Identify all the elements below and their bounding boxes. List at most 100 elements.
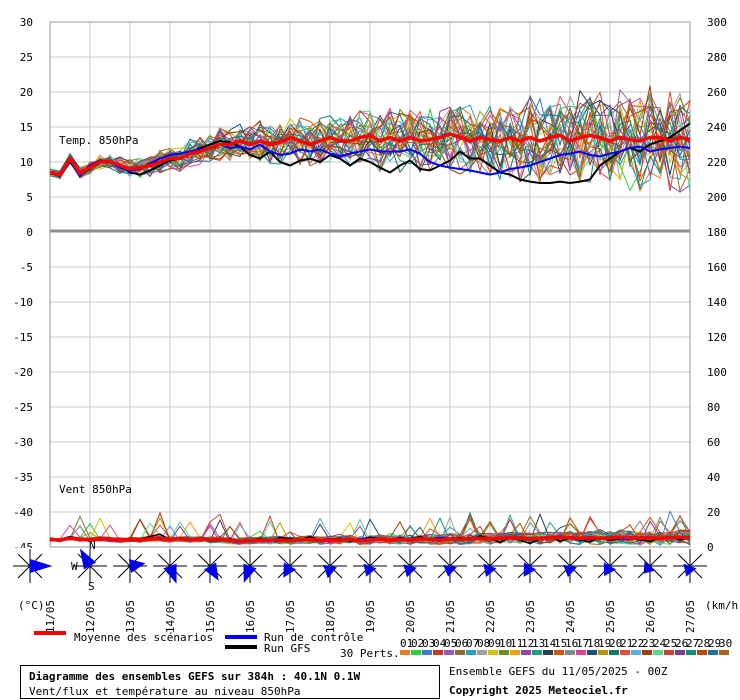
legend-control-swatch	[225, 635, 257, 639]
left-tick-label: 0	[26, 226, 33, 239]
perturbation-swatch	[521, 650, 531, 655]
temperature-panel-label: Temp. 850hPa	[59, 134, 138, 147]
left-tick-label: 25	[20, 51, 33, 64]
compass-spoke	[569, 553, 583, 567]
perturbation-id: 06	[455, 637, 468, 650]
compass-spoke	[197, 553, 211, 567]
right-tick-label: 140	[707, 296, 727, 309]
x-tick-label: 19/05	[364, 600, 377, 633]
right-tick-label: 280	[707, 51, 727, 64]
perturbation-swatch	[719, 650, 729, 655]
wind-rose-petal	[363, 563, 377, 577]
right-tick-label: 40	[707, 471, 720, 484]
right-tick-label: 60	[707, 436, 720, 449]
legend-mean-label: Moyenne des scénarios	[74, 631, 214, 644]
compass-spoke	[597, 553, 611, 567]
perturbation-swatch	[532, 650, 542, 655]
legend-gfs-label: Run GFS	[264, 642, 311, 655]
perturbation-id: 16	[565, 637, 578, 650]
right-tick-label: 0	[707, 541, 714, 554]
compass-spoke	[277, 553, 291, 567]
compass-spoke	[557, 553, 571, 567]
wind-mean-line	[49, 535, 691, 543]
wind-rose-petal	[283, 562, 297, 578]
compass-spoke	[117, 565, 131, 579]
x-tick-label: 24/05	[564, 600, 577, 633]
right-tick-label: 120	[707, 331, 727, 344]
wind-rose-petal	[128, 559, 146, 573]
wind-rose-petal	[643, 561, 656, 574]
x-tick-label: 25/05	[604, 600, 617, 633]
x-tick-label: 16/05	[244, 600, 257, 633]
perturbation-swatch	[499, 650, 509, 655]
right-tick-label: 100	[707, 366, 727, 379]
perturbation-swatch	[510, 650, 520, 655]
right-tick-label: 240	[707, 121, 727, 134]
compass-spoke	[17, 553, 31, 567]
perturbation-swatch	[609, 650, 619, 655]
perturbation-swatch	[631, 650, 641, 655]
temperature-mean-line	[49, 132, 691, 177]
perturbation-id: 30	[719, 637, 732, 650]
compass-spoke	[209, 553, 223, 567]
compass-spoke	[637, 553, 651, 567]
wind-gfs-line	[49, 533, 691, 545]
right-tick-label: 160	[707, 261, 727, 274]
left-tick-label: 5	[26, 191, 33, 204]
perturbation-id: 05	[444, 637, 457, 650]
left-tick-label: 20	[20, 86, 33, 99]
perturbation-id: 25	[664, 637, 677, 650]
right-tick-label: 80	[707, 401, 720, 414]
perturbation-id: 12	[521, 637, 534, 650]
wind-rose-petal	[563, 564, 577, 578]
x-tick-label: 13/05	[124, 600, 137, 633]
perturbation-swatch	[554, 650, 564, 655]
right-tick-label: 300	[707, 16, 727, 29]
perturbation-id: 17	[576, 637, 589, 650]
right-tick-label: 260	[707, 86, 727, 99]
perturbation-swatch	[642, 650, 652, 655]
compass-s: S	[88, 580, 95, 593]
compass-spoke	[77, 565, 91, 579]
left-tick-label: -5	[20, 261, 33, 274]
compass-spoke	[237, 553, 251, 567]
legend-perts-label: 30 Perts.	[340, 647, 400, 660]
right-tick-label: 20	[707, 506, 720, 519]
right-tick-label: 200	[707, 191, 727, 204]
perturbation-swatch	[576, 650, 586, 655]
compass-spoke	[489, 553, 503, 567]
perturbation-swatch	[477, 650, 487, 655]
perturbation-swatch	[488, 650, 498, 655]
perturbation-id: 07	[466, 637, 479, 650]
copyright: Copyright 2025 Meteociel.fr	[449, 684, 628, 697]
perturbation-swatch	[598, 650, 608, 655]
wind-rose-petal	[483, 563, 497, 577]
footer-subtitle: Vent/flux et température au niveau 850hP…	[29, 685, 301, 698]
wind-rose-petal	[30, 559, 53, 573]
x-tick-label: 12/05	[84, 600, 97, 633]
compass-spoke	[609, 553, 623, 567]
wind-rose-petal	[163, 563, 177, 584]
compass-spoke	[477, 553, 491, 567]
compass-spoke	[437, 553, 451, 567]
left-tick-label: -35	[13, 471, 33, 484]
perturbation-swatch	[653, 650, 663, 655]
perturbation-swatch	[444, 650, 454, 655]
left-tick-label: -10	[13, 296, 33, 309]
grid	[49, 21, 691, 548]
compass-spoke	[397, 553, 411, 567]
compass-spoke	[677, 553, 691, 567]
left-tick-label: 30	[20, 16, 33, 29]
right-unit: (km/h)	[705, 599, 740, 612]
perturbation-id: 27	[686, 637, 699, 650]
compass-spoke	[409, 553, 423, 567]
wind-rose-petal	[323, 564, 337, 579]
perturbation-id: 18	[587, 637, 600, 650]
compass-spoke	[289, 553, 303, 567]
perturbation-id: 11	[510, 637, 523, 650]
perturbation-swatch	[620, 650, 630, 655]
left-tick-label: -40	[13, 506, 33, 519]
right-tick-label: 220	[707, 156, 727, 169]
x-tick-label: 27/05	[684, 600, 697, 633]
